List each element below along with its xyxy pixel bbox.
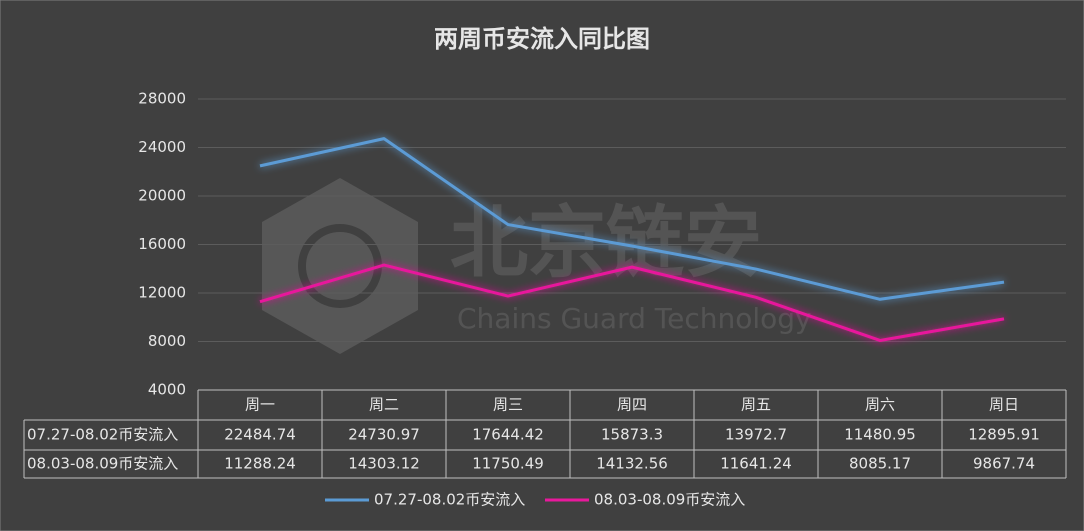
table-cell: 11288.24 [224,455,296,473]
table-cell: 9867.74 [973,455,1035,473]
chart-title: 两周币安流入同比图 [434,25,650,53]
table-cell: 11750.49 [472,455,544,473]
table-cell: 11480.95 [844,426,916,444]
y-tick-label: 24000 [138,138,186,156]
table-cell: 22484.74 [224,426,296,444]
series-line [259,263,1005,342]
x-tick-label: 周日 [989,396,1019,414]
y-tick-label: 20000 [138,187,186,205]
table-cell: 14303.12 [348,455,420,473]
y-tick-label: 28000 [138,90,186,108]
y-tick-label: 16000 [138,235,186,253]
x-tick-label: 周二 [369,396,399,414]
watermark-subtext: Chains Guard Technology [457,302,812,335]
legend-label: 07.27-08.02币安流入 [374,491,525,509]
table-cell: 11641.24 [720,455,792,473]
table-cell: 24730.97 [348,426,420,444]
y-tick-label: 12000 [138,284,186,302]
table-row-header: 07.27-08.02币安流入 [27,426,178,444]
x-tick-label: 周三 [493,396,523,414]
y-tick-label: 4000 [148,381,186,399]
table-cell: 8085.17 [849,455,911,473]
x-tick-label: 周四 [617,396,647,414]
y-tick-label: 8000 [148,332,186,350]
table-cell: 12895.91 [968,426,1040,444]
watermark-text: 北京链安 [450,198,762,288]
table-cell: 13972.7 [725,426,787,444]
table-cell: 14132.56 [596,455,668,473]
table-cell: 17644.42 [472,426,544,444]
table-row-header: 08.03-08.09币安流入 [27,455,178,473]
x-tick-label: 周六 [865,396,895,414]
x-tick-label: 周五 [741,396,771,414]
legend-label: 08.03-08.09币安流入 [594,491,745,509]
x-tick-label: 周一 [245,396,275,414]
table-cell: 15873.3 [601,426,663,444]
series-line [259,137,1005,301]
